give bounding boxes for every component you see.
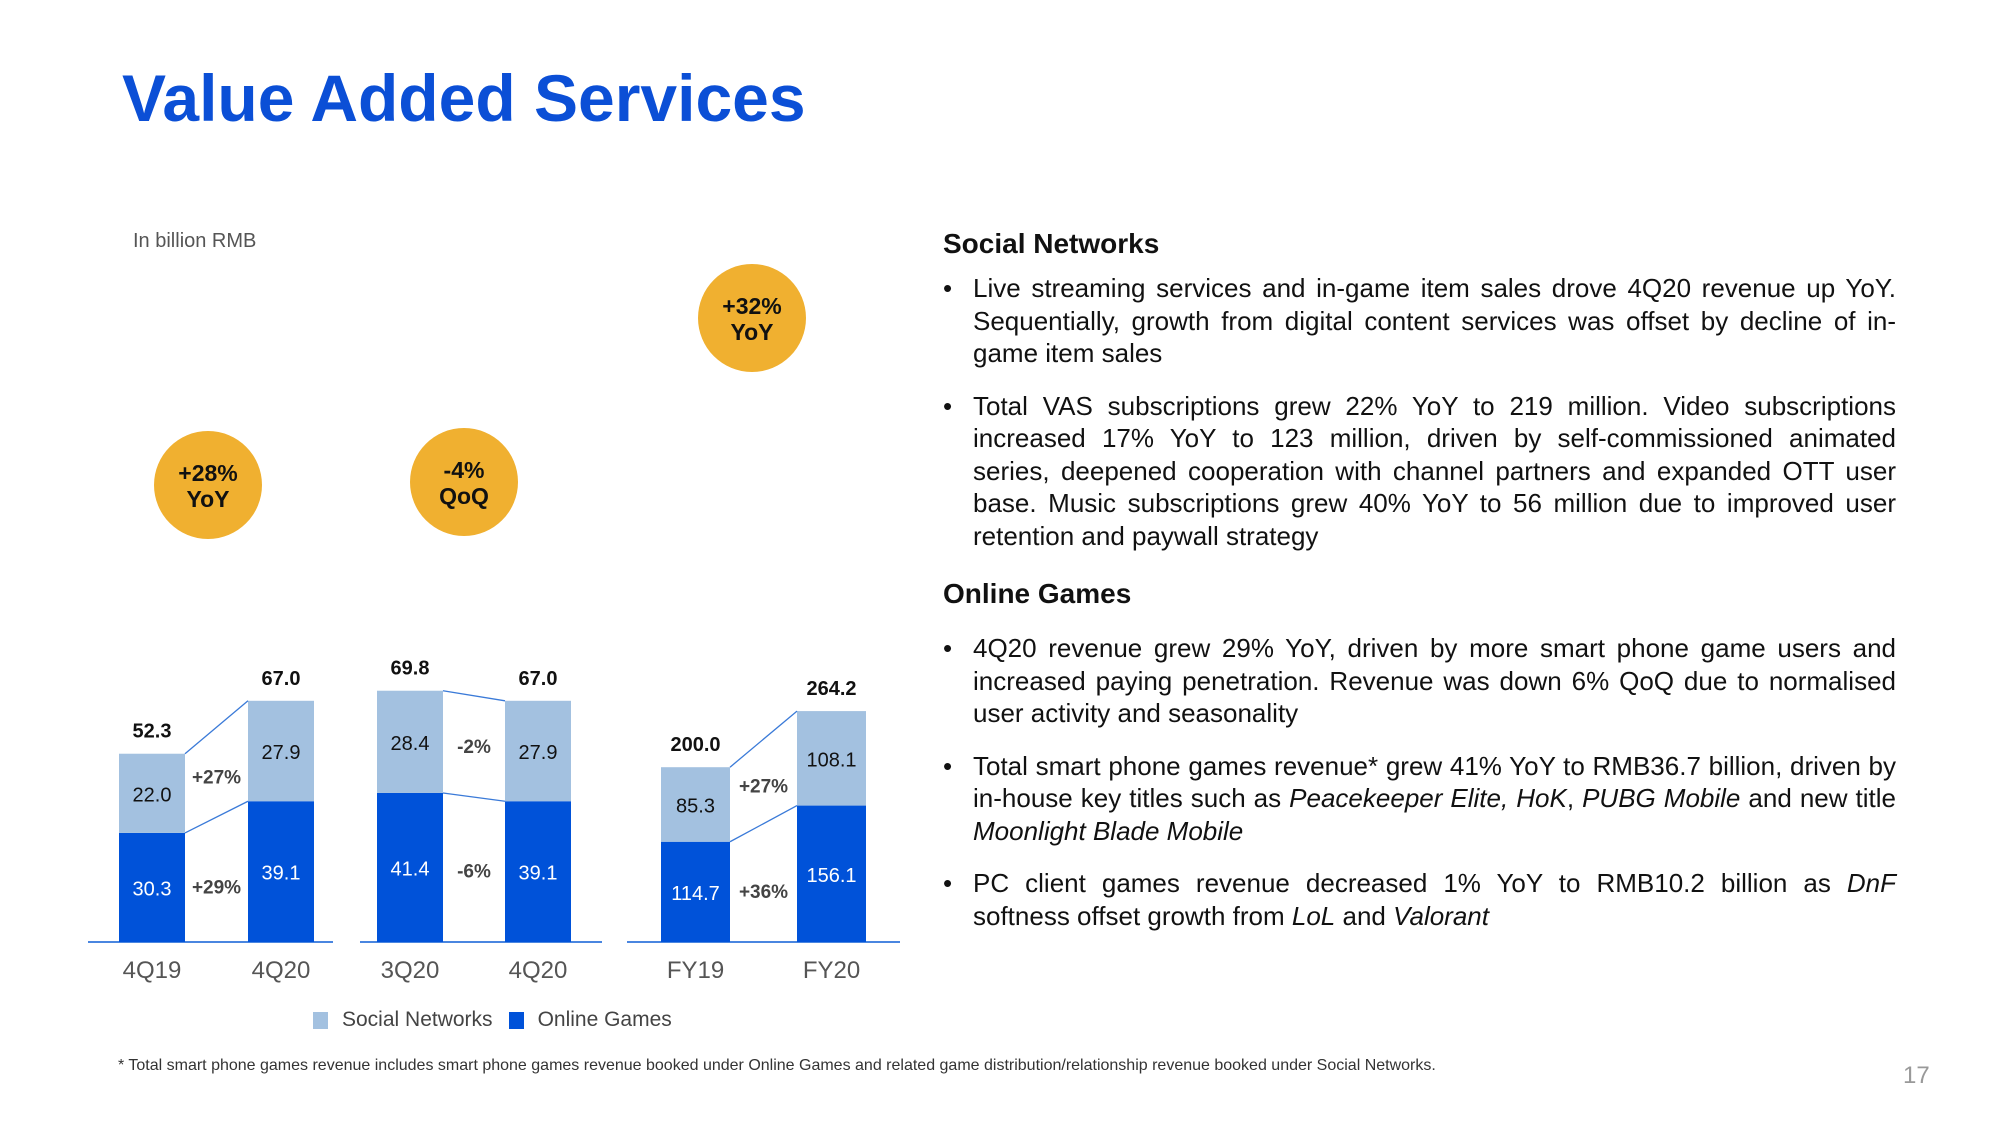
- section-heading: Online Games: [943, 578, 1132, 609]
- bar-online-games: [248, 801, 314, 942]
- section-social: Social Networks • Live streaming services…: [943, 228, 1896, 552]
- change-social: -2%: [457, 737, 491, 758]
- bullet: • Total smart phone games revenue* grew 4…: [943, 750, 1897, 846]
- bar-value-social: 108.1: [806, 749, 856, 771]
- footnote: * Total smart phone games revenue includ…: [118, 1057, 1436, 1074]
- bar-value-online: 156.1: [806, 865, 856, 887]
- bar-value-social: 22.0: [133, 784, 172, 806]
- legend-online: Online Games: [508, 1008, 672, 1032]
- bar-social-networks: [119, 753, 185, 833]
- x-tick-label: 4Q20: [252, 957, 311, 984]
- bar-total: 67.0: [262, 668, 301, 690]
- x-tick-label: FY19: [667, 957, 724, 984]
- revenue-chart: 30.3 22.0 52.3 4Q19 39.1 27.9 67.0 4Q20 +27% +29%…: [88, 264, 900, 984]
- commentary: Social Networks • Live streaming services…: [943, 228, 1896, 952]
- bar-value-online: 30.3: [133, 878, 172, 900]
- growth-badge: [698, 264, 806, 372]
- bar-total: 52.3: [133, 721, 172, 743]
- change-online: +36%: [739, 882, 788, 903]
- connector-social: [729, 710, 798, 768]
- bar-online-games: [797, 805, 866, 942]
- growth-badge: [154, 431, 262, 539]
- badge-period: QoQ: [439, 483, 489, 509]
- x-tick-label: 4Q20: [509, 957, 568, 984]
- bar-online-games: [661, 841, 730, 942]
- bar-total: 264.2: [806, 678, 856, 700]
- page-title: Value Added Services: [122, 61, 806, 135]
- x-tick-label: FY20: [803, 957, 860, 984]
- legend-swatch-social: [313, 1011, 328, 1029]
- unit-label: In billion RMB: [133, 230, 257, 252]
- bar-social-networks: [797, 711, 866, 806]
- connector-online: [729, 804, 798, 843]
- bar-social-networks: [248, 700, 314, 802]
- section-heading: Social Networks: [943, 228, 1160, 259]
- bar-value-online: 39.1: [262, 863, 301, 885]
- legend-social: Social Networks: [313, 1008, 493, 1032]
- bar-value-social: 28.4: [391, 733, 430, 755]
- section-games: Online Games • 4Q20 revenue grew 29% YoY,…: [943, 578, 1896, 932]
- bar-online-games: [119, 832, 185, 942]
- bullet: • 4Q20 revenue grew 29% YoY, driven by mo…: [943, 633, 1896, 728]
- connector-social: [184, 700, 249, 755]
- bar-total: 69.8: [391, 658, 430, 680]
- connector-online: [184, 800, 249, 834]
- bullet: • Total VAS subscriptions grew 22% YoY to…: [943, 390, 1896, 551]
- badge-value: +28%: [178, 460, 237, 486]
- badge-period: YoY: [186, 486, 229, 512]
- page-number: 17: [1903, 1062, 1930, 1089]
- bar-social-networks: [505, 700, 571, 802]
- change-online: -6%: [457, 862, 491, 883]
- change-social: +27%: [739, 776, 788, 797]
- legend-swatch-online: [508, 1011, 524, 1029]
- bullet: • PC client games revenue decreased 1% Yo…: [943, 868, 1896, 931]
- legend: Social Networks Online Games: [313, 1008, 672, 1032]
- bar-value-social: 27.9: [262, 742, 301, 764]
- bar-value-online: 39.1: [519, 863, 558, 885]
- badge-value: +32%: [722, 293, 781, 319]
- badge-period: YoY: [730, 319, 773, 345]
- bar-value-social: 85.3: [676, 795, 715, 817]
- bar-online-games: [377, 792, 443, 942]
- bar-social-networks: [661, 767, 730, 842]
- bar-value-online: 114.7: [671, 883, 720, 905]
- bullet: • Live streaming services and in-game ite…: [943, 273, 1896, 368]
- connector-online: [442, 792, 506, 802]
- legend-label-social: Social Networks: [342, 1008, 493, 1031]
- x-tick-label: 3Q20: [381, 957, 440, 984]
- bar-value-online: 41.4: [391, 858, 430, 880]
- badge-value: -4%: [444, 457, 485, 483]
- legend-label-online: Online Games: [537, 1008, 672, 1031]
- bar-total: 200.0: [670, 734, 720, 756]
- change-online: +29%: [192, 877, 241, 898]
- bar-social-networks: [377, 690, 443, 793]
- connector-social: [442, 690, 506, 702]
- x-tick-label: 4Q19: [123, 957, 182, 984]
- bar-online-games: [505, 801, 571, 942]
- change-social: +27%: [192, 767, 241, 788]
- bar-total: 67.0: [519, 668, 558, 690]
- growth-badge: [410, 428, 518, 536]
- bar-value-social: 27.9: [519, 742, 558, 764]
